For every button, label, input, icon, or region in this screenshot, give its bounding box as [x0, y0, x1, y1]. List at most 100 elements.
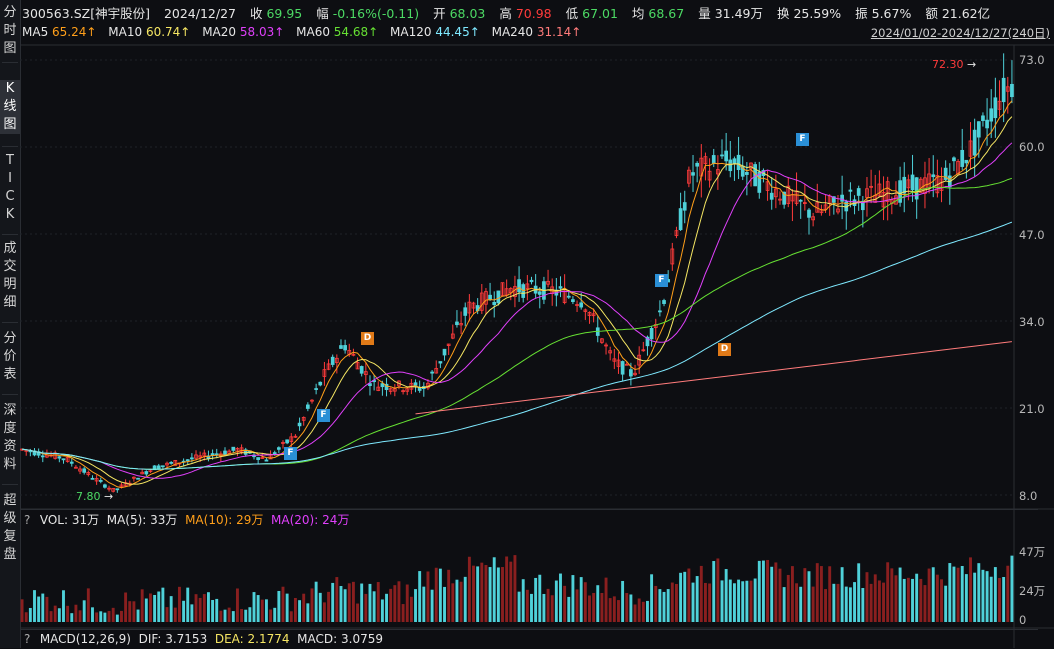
volume-bar	[447, 569, 451, 622]
volume-bar	[120, 610, 123, 622]
volume-bar	[140, 589, 144, 622]
help-icon[interactable]: ?	[24, 513, 31, 527]
volume-bar	[894, 575, 898, 622]
volume-bar	[467, 556, 471, 622]
candle-body	[848, 189, 853, 192]
volume-bar	[186, 587, 190, 622]
volume-bar	[542, 593, 546, 622]
volume-bar	[513, 555, 517, 622]
help-icon[interactable]: ?	[24, 632, 31, 646]
volume-bar	[844, 586, 848, 622]
candle-body	[343, 345, 347, 351]
volume-bar	[66, 605, 70, 622]
tab-timeshare[interactable]: 分 时 图	[3, 5, 17, 56]
candle-body	[492, 302, 497, 306]
candle-body	[964, 159, 969, 164]
stock-code-name[interactable]: 300563.SZ[神宇股份]	[22, 6, 150, 21]
volume-bar	[766, 559, 770, 622]
volume-bar	[1002, 576, 1006, 622]
candle-body	[869, 185, 873, 188]
volume-bar	[757, 560, 761, 622]
candle-body	[707, 170, 712, 181]
price-axis-label: 8.0	[1019, 489, 1038, 503]
signal-f-marker[interactable]: F	[284, 447, 297, 460]
price-axis-label: 73.0	[1019, 53, 1045, 67]
volume-bar	[625, 593, 629, 622]
candle-body	[823, 204, 828, 210]
candle-body	[989, 108, 994, 122]
candle-body	[807, 209, 811, 218]
price-axis-label: 47.0	[1019, 228, 1045, 242]
volume-bar	[393, 585, 397, 622]
ma120-legend[interactable]: MA120 44.45↑	[390, 25, 480, 39]
quote-date: 2024/12/27	[163, 6, 236, 21]
volume-bar	[289, 611, 293, 622]
candle-body	[144, 471, 149, 475]
volume-bar	[761, 560, 765, 622]
volume-bar	[869, 583, 873, 622]
ma10-legend[interactable]: MA10 60.74↑	[108, 25, 191, 39]
min-price-annotation: 7.80 →	[76, 490, 114, 503]
volume-bar	[617, 600, 620, 622]
candle-body	[496, 290, 501, 304]
volume-bar	[944, 585, 948, 622]
candle-body	[591, 313, 596, 317]
tab-tick[interactable]: T I C K	[5, 153, 15, 222]
volume-bar	[327, 591, 331, 622]
ma5-legend[interactable]: MA5 65.24↑	[22, 25, 97, 39]
volume-bar	[654, 585, 658, 622]
tab-depth-info[interactable]: 深 度 资 料	[3, 403, 17, 472]
ma-legend: MA5 65.24↑ MA10 60.74↑ MA20 58.03↑ MA60 …	[22, 25, 589, 39]
candle-body	[500, 282, 505, 297]
volume-bar	[161, 587, 165, 622]
signal-f-marker[interactable]: F	[796, 133, 809, 146]
volume-bar	[28, 607, 32, 622]
tab-price-table[interactable]: 分 价 表	[3, 331, 17, 382]
candle-body	[943, 167, 948, 180]
ma20-legend[interactable]: MA20 58.03↑	[202, 25, 285, 39]
candle-body	[161, 465, 165, 468]
candle-body	[69, 461, 74, 464]
price-axis-label: 34.0	[1019, 315, 1045, 329]
signal-f-marker[interactable]: F	[655, 274, 668, 287]
volume-bar	[144, 598, 148, 622]
tab-trade-details[interactable]: 成 交 明 细	[3, 241, 17, 310]
volume-bar	[546, 588, 550, 622]
signal-d-marker[interactable]: D	[718, 343, 731, 356]
volume-bar	[952, 566, 956, 622]
ma60-legend[interactable]: MA60 54.68↑	[296, 25, 379, 39]
tab-super-replay[interactable]: 超 级 复 盘	[3, 493, 17, 562]
candle-body	[355, 362, 360, 370]
candle-body	[587, 312, 592, 316]
volume-bar	[418, 571, 422, 622]
date-range-selector[interactable]: 2024/01/02-2024/12/27(240日)	[870, 26, 1050, 40]
volume-bar	[235, 588, 239, 622]
candle-body	[993, 97, 998, 119]
volume-bar	[501, 567, 504, 622]
candle-body	[1001, 77, 1006, 103]
candle-body	[277, 447, 281, 450]
volume-bar	[389, 588, 393, 622]
volume-bar	[807, 571, 811, 622]
volume-bar	[559, 573, 562, 622]
candle-body	[459, 323, 463, 326]
candle-body	[670, 248, 675, 265]
candle-body	[351, 353, 356, 356]
volume-bar	[356, 603, 359, 622]
candle-body	[57, 456, 62, 459]
tab-kline[interactable]: K 线 图	[0, 80, 20, 134]
volume-bar	[712, 561, 716, 622]
volume-bar	[472, 565, 475, 622]
volume-bar	[993, 567, 997, 622]
volume-bar	[347, 583, 351, 622]
candle-body	[90, 477, 95, 480]
signal-d-marker[interactable]: D	[361, 332, 374, 345]
volume-bar	[898, 567, 902, 622]
volume-bar	[401, 604, 405, 622]
candle-body	[36, 451, 41, 456]
ma240-legend[interactable]: MA240 31.14↑	[491, 25, 582, 39]
candle-body	[508, 288, 513, 294]
signal-f-marker[interactable]: F	[317, 409, 330, 422]
volume-bar	[679, 572, 683, 622]
